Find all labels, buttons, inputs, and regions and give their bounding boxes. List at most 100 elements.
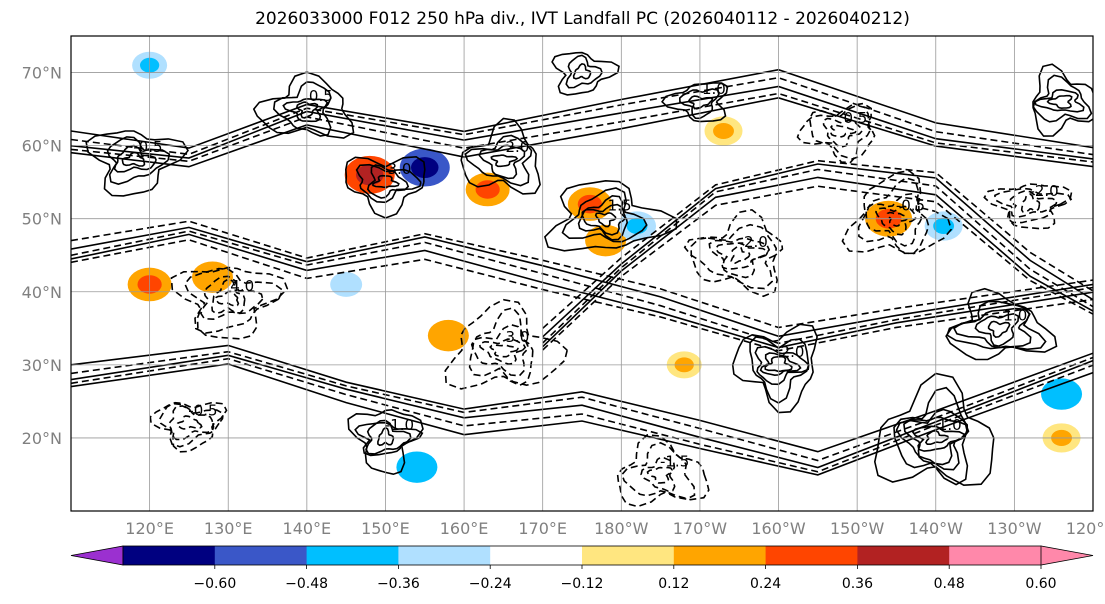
colorbar-segment	[123, 546, 216, 565]
contour-line	[829, 124, 857, 138]
x-tick-label: 180°W	[594, 519, 649, 538]
contour-label: 1.5	[608, 197, 632, 215]
contour-line	[478, 338, 527, 366]
x-tick-label: 130°W	[987, 519, 1042, 538]
contour-line	[1020, 193, 1041, 213]
y-tick-label: 70°N	[22, 64, 62, 83]
shaded-region-core	[475, 180, 500, 199]
contour-line	[71, 350, 1093, 462]
colorbar-tick-label: −0.60	[193, 576, 236, 592]
contour-line	[444, 298, 568, 390]
contour-label: 4.0	[230, 277, 254, 295]
contour-line	[282, 97, 329, 123]
colorbar-segment	[306, 546, 399, 565]
colorbar-segment	[582, 546, 675, 565]
shaded-region-core	[594, 231, 617, 250]
colorbar-tick-label: −0.36	[377, 576, 420, 592]
colorbar-segment	[949, 546, 1042, 565]
contour-label: 2.0	[781, 343, 805, 361]
contour-label: -2.0	[1029, 182, 1058, 200]
contour-line	[464, 134, 533, 187]
x-tick-label: 150°E	[361, 519, 410, 538]
shaded-region-core	[713, 122, 734, 140]
y-tick-label: 50°N	[22, 210, 62, 229]
x-tick-label: 150°W	[830, 519, 885, 538]
colorbar-tick-label: 0.60	[1025, 576, 1056, 592]
contour-label: 1.0	[938, 416, 962, 434]
contour-line	[71, 363, 1093, 476]
shaded-region-core	[437, 326, 460, 345]
colorbar-tick-label: −0.12	[561, 576, 604, 592]
contour-line	[983, 183, 1073, 230]
contour-line	[994, 187, 1073, 224]
contour-line	[1032, 63, 1093, 137]
colorbar-tick-label: 0.48	[934, 576, 965, 592]
contour-line	[1009, 190, 1058, 218]
colorbar-tick-label: 0.24	[750, 576, 781, 592]
contour-line	[945, 287, 1058, 361]
shaded-region-core	[201, 268, 224, 286]
map-background	[71, 36, 1093, 511]
contour-line	[708, 237, 771, 279]
y-tick-label: 30°N	[22, 356, 62, 375]
contour-label: -0.5	[896, 197, 925, 215]
contour-line	[470, 323, 529, 377]
contour-line	[158, 402, 224, 448]
colorbar-segment	[857, 546, 950, 565]
x-tick-label: 120°E	[125, 519, 174, 538]
y-tick-label: 40°N	[22, 283, 62, 302]
contour-label: 3.0	[388, 160, 412, 178]
contour-line	[176, 415, 203, 430]
contour-line	[252, 71, 355, 139]
contour-line	[542, 168, 1093, 344]
contour-label: -1.0	[998, 306, 1027, 324]
contour-line	[616, 434, 710, 508]
contour-line	[344, 155, 426, 219]
x-tick-label: 170°E	[518, 519, 567, 538]
contour-line	[865, 192, 923, 247]
colorbar-arrow-high	[1040, 545, 1094, 566]
colorbar-tick-label: −0.48	[285, 576, 328, 592]
contour-label: -1.5	[660, 452, 689, 470]
contour-line	[952, 307, 1032, 349]
contour-line	[170, 266, 289, 340]
contour-line	[730, 245, 751, 265]
colorbar-tick-label: 0.36	[842, 576, 873, 592]
contour-line	[874, 205, 917, 236]
x-tick-label: 170°W	[673, 519, 728, 538]
contour-line	[478, 144, 526, 180]
colorbar-tick-label: −0.24	[469, 576, 512, 592]
contour-line	[640, 456, 676, 492]
x-tick-label: 130°E	[204, 519, 253, 538]
contour-line	[168, 405, 215, 441]
contour-label: -0.5	[133, 138, 162, 156]
colorbar-segment	[214, 546, 308, 565]
colorbar-segment	[765, 546, 858, 565]
contour-label: 3.0	[505, 328, 529, 346]
x-tick-label: 160°E	[440, 519, 489, 538]
x-tick-label: 120°W	[1066, 519, 1105, 538]
contour-line	[71, 354, 1093, 469]
colorbar-segment	[673, 546, 767, 565]
contour-label: 0.5	[844, 109, 868, 127]
contour-line	[1032, 74, 1093, 123]
shaded-region-core	[337, 277, 355, 292]
contour-line	[490, 154, 519, 168]
contour-line	[987, 320, 1011, 339]
contour-label: 0.5	[309, 87, 333, 105]
contour-line	[149, 401, 228, 453]
colorbar-segment	[398, 546, 491, 565]
contour-line	[199, 275, 264, 321]
map-frame	[70, 35, 1094, 512]
contour-label: -0.5	[188, 401, 217, 419]
shaded-region-core	[577, 194, 602, 214]
contour-label: -1.0	[385, 416, 414, 434]
contour-label: 1.0	[702, 80, 726, 98]
contour-line	[71, 357, 1093, 473]
contour-label: 2.0	[505, 138, 529, 156]
x-tick-label: 160°W	[751, 519, 806, 538]
contour-line	[796, 102, 876, 160]
contour-line	[272, 81, 332, 137]
contour-line	[808, 104, 871, 164]
